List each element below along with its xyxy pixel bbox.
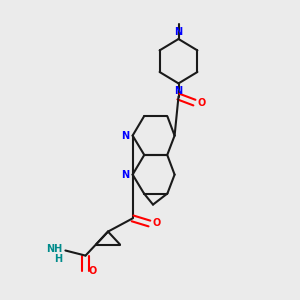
Text: O: O [88, 266, 97, 276]
Text: N: N [122, 169, 130, 180]
Text: N: N [122, 130, 130, 141]
Text: N: N [174, 27, 183, 37]
Text: NH: NH [46, 244, 62, 254]
Text: O: O [197, 98, 206, 108]
Text: O: O [152, 218, 161, 229]
Text: N: N [174, 86, 183, 96]
Text: H: H [54, 254, 62, 265]
